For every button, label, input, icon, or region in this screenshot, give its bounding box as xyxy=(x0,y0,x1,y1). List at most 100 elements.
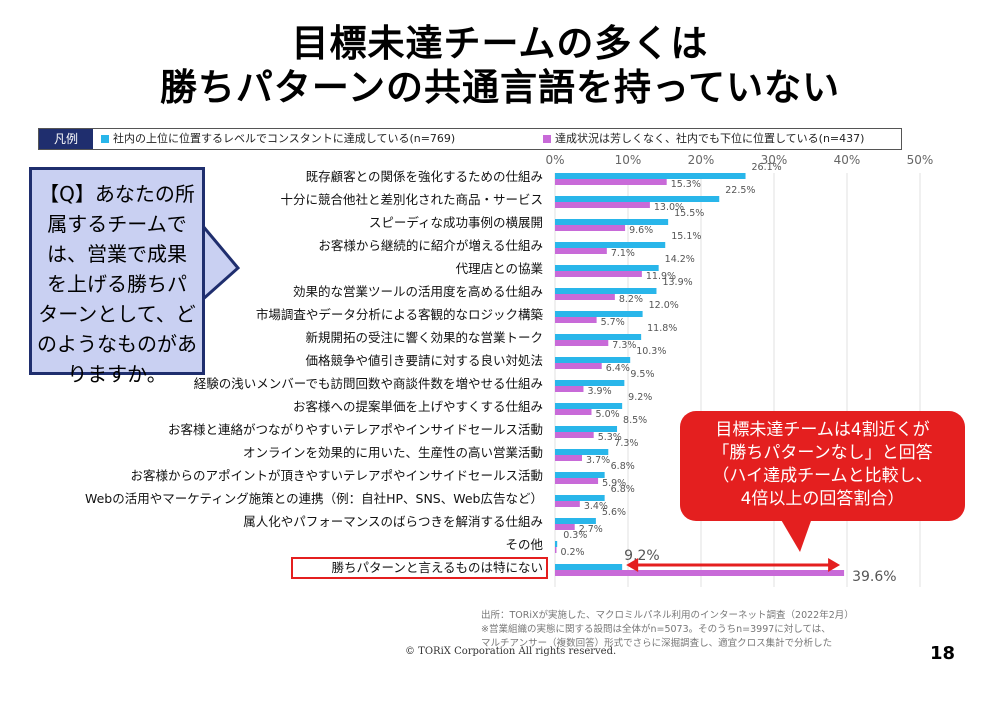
highlight-callout: 目標未達チームは4割近くが 「勝ちパターンなし」と回答 （ハイ達成チームと比較し… xyxy=(680,411,965,521)
data-label-series-2: 7.1% xyxy=(611,248,635,259)
bar-series-1 xyxy=(555,449,609,455)
category-label: 新規開拓の受注に響く効果的な営業トーク xyxy=(305,330,543,345)
data-label-series-2: 8.2% xyxy=(619,294,643,305)
data-label-series-1: 15.5% xyxy=(674,208,704,219)
bar-series-1 xyxy=(555,518,596,524)
bar-series-1 xyxy=(555,357,631,363)
page-number: 18 xyxy=(930,643,956,664)
bar-series-1 xyxy=(555,219,669,225)
bar-series-2 xyxy=(555,179,667,185)
category-label: スピーディな成功事例の横展開 xyxy=(369,215,543,230)
legend-label-series-2: 達成状況は芳しくなく、社内でも下位に位置している(n=437) xyxy=(555,132,865,145)
bar-series-1 xyxy=(555,288,657,294)
bar-series-2 xyxy=(555,570,845,576)
data-label-series-1: 22.5% xyxy=(725,185,755,196)
bar-series-2 xyxy=(555,501,580,507)
question-callout-pointer xyxy=(200,220,241,304)
bar-series-1 xyxy=(555,173,746,179)
data-label-series-1: 15.1% xyxy=(671,231,701,242)
bar-series-1 xyxy=(555,334,642,340)
data-label-series-1: 12.0% xyxy=(649,300,679,311)
bar-series-2 xyxy=(555,225,626,231)
data-label-series-1: 9.2% xyxy=(624,548,660,564)
bar-series-2 xyxy=(555,271,642,277)
category-label: Webの活用やマーケティング施策との連携（例：自社HP、SNS、Web広告など） xyxy=(85,491,543,506)
x-tick-label: 20% xyxy=(688,153,715,167)
data-label-series-2: 5.9% xyxy=(602,478,626,489)
data-label-series-1: 6.8% xyxy=(611,461,635,472)
bar-series-2 xyxy=(555,547,557,553)
data-label-series-1: 13.9% xyxy=(662,277,692,288)
category-label: その他 xyxy=(505,537,543,552)
x-tick-label: 50% xyxy=(907,153,934,167)
data-label-series-2: 15.3% xyxy=(671,179,701,190)
data-label-series-2: 5.0% xyxy=(596,409,620,420)
bar-series-2 xyxy=(555,340,609,346)
data-label-series-1: 7.3% xyxy=(614,438,638,449)
bar-series-1 xyxy=(555,403,623,409)
category-label: お客様と連絡がつながりやすいテレアポやインサイドセールス活動 xyxy=(168,422,543,437)
bar-series-2 xyxy=(555,248,607,254)
legend-item-series-2: 達成状況は芳しくなく、社内でも下位に位置している(n=437) xyxy=(543,129,864,149)
data-label-series-1: 11.8% xyxy=(647,323,677,334)
category-label: 既存顧客との関係を強化するための仕組み xyxy=(306,169,543,184)
x-tick-label: 10% xyxy=(615,153,642,167)
legend-swatch-series-2 xyxy=(543,135,551,143)
copyright-text: © TORiX Corporation All rights reserved. xyxy=(405,646,617,657)
data-label-series-1: 8.5% xyxy=(623,415,647,426)
legend-swatch-series-1 xyxy=(101,135,109,143)
data-label-series-2: 11.9% xyxy=(646,271,676,282)
bar-series-1 xyxy=(555,495,605,501)
x-tick-label: 0% xyxy=(545,153,564,167)
highlight-callout-pointer xyxy=(780,518,812,552)
bar-series-2 xyxy=(555,432,594,438)
data-label-series-1: 6.8% xyxy=(611,484,635,495)
category-label: 価格競争や値引き要請に対する良い対処法 xyxy=(305,353,543,368)
highlight-box xyxy=(291,557,548,579)
bar-series-2 xyxy=(555,317,597,323)
data-label-series-2: 5.7% xyxy=(601,317,625,328)
page-title-line-1: 目標未達チームの多くは xyxy=(291,22,709,65)
bar-series-2 xyxy=(555,386,584,392)
data-label-series-1: 5.6% xyxy=(602,507,626,518)
legend-tag: 凡例 xyxy=(39,129,93,149)
bar-series-2 xyxy=(555,294,615,300)
data-label-series-1: 9.5% xyxy=(630,369,654,380)
bar-series-2 xyxy=(555,202,650,208)
x-tick-label: 30% xyxy=(761,153,788,167)
legend-item-series-1: 社内の上位に位置するレベルでコンスタントに達成している(n=769) xyxy=(101,129,455,149)
data-label-series-2: 5.3% xyxy=(598,432,622,443)
comparison-arrow-head-left xyxy=(626,558,639,572)
data-label-series-1: 0.3% xyxy=(563,530,587,541)
data-label-series-1: 26.1% xyxy=(752,162,782,173)
category-label: 十分に競合他社と差別化された商品・サービス xyxy=(280,192,543,207)
data-label-series-2: 3.9% xyxy=(587,386,611,397)
data-label-series-2: 13.0% xyxy=(654,202,684,213)
bar-series-2 xyxy=(555,524,575,530)
category-label: お客様への提案単価を上げやすくする仕組み xyxy=(293,399,543,414)
bar-series-2 xyxy=(555,478,599,484)
data-label-series-2: 6.4% xyxy=(606,363,630,374)
page-title-line-2: 勝ちパターンの共通言語を持っていない xyxy=(159,66,841,109)
category-label: 代理店との協業 xyxy=(456,261,544,276)
data-label-series-2: 0.2% xyxy=(560,547,584,558)
bar-series-1 xyxy=(555,265,659,271)
data-label-series-2: 2.7% xyxy=(579,524,603,535)
comparison-arrow-head-right xyxy=(828,558,841,572)
category-label: 属人化やパフォーマンスのばらつきを解消する仕組み xyxy=(243,514,543,529)
question-callout: 【Q】あなたの所 属するチームで は、営業で成果 を上げる勝ちパ ターンとして、… xyxy=(29,167,205,386)
data-label-series-2: 39.6% xyxy=(852,569,896,585)
bar-series-1 xyxy=(555,564,623,570)
chart-legend: 凡例 社内の上位に位置するレベルでコンスタントに達成している(n=769) 達成… xyxy=(38,128,902,150)
category-label: 勝ちパターンと言えるものは特にない xyxy=(331,560,543,575)
legend-label-series-1: 社内の上位に位置するレベルでコンスタントに達成している(n=769) xyxy=(113,132,456,145)
bar-series-1 xyxy=(555,472,605,478)
category-label: オンラインを効果的に用いた、生産性の高い営業活動 xyxy=(243,445,543,460)
bar-series-1 xyxy=(555,380,625,386)
bar-series-2 xyxy=(555,363,602,369)
data-label-series-1: 14.2% xyxy=(665,254,695,265)
data-label-series-2: 9.6% xyxy=(629,225,653,236)
x-tick-label: 40% xyxy=(834,153,861,167)
category-label: お客様からのアポイントが頂きやすいテレアポやインサイドセールス活動 xyxy=(130,468,543,483)
